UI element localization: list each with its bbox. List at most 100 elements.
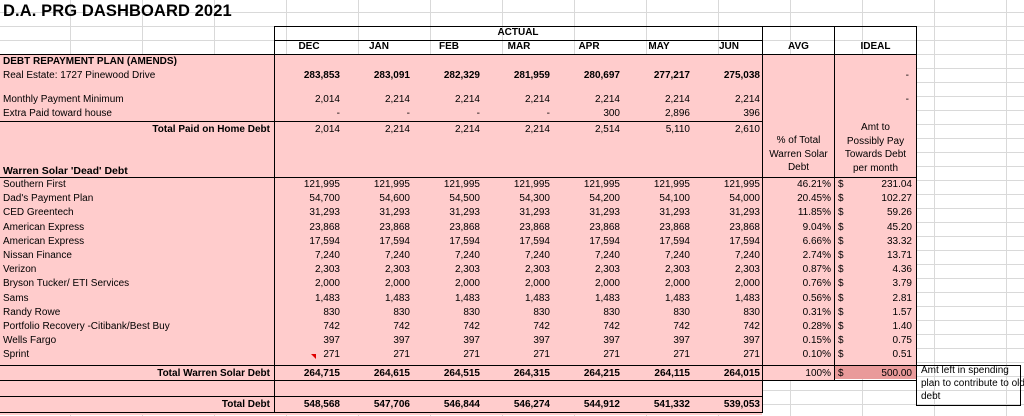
total-debt-value: 546,274: [513, 399, 550, 410]
warren-row-value: 23,868: [519, 221, 550, 233]
warren-row-value: 54,200: [589, 193, 620, 205]
ideal-note-line-3: Towards Debt: [844, 149, 907, 160]
border-left-avg: [762, 26, 763, 413]
warren-row-pct: 0.56%: [802, 292, 831, 304]
warren-row-dollar: $: [838, 349, 844, 361]
border-above-total-debt: [0, 396, 762, 397]
warren-row-value: 31,293: [379, 207, 410, 219]
warren-row-value: 7,240: [384, 250, 410, 261]
warren-row-label: Randy Rowe: [3, 306, 61, 318]
home-row-value: 2,896: [664, 108, 690, 119]
warren-row-value: 121,995: [583, 179, 620, 190]
border-under-headers: [0, 54, 916, 55]
warren-row-value: 23,868: [449, 221, 480, 233]
warren-row-label: Southern First: [3, 179, 66, 190]
home-row-value: 2,214: [594, 94, 620, 105]
warren-row-label: Portfolio Recovery -Citibank/Best Buy: [3, 321, 170, 332]
home-row-label: Monthly Payment Minimum: [3, 94, 124, 105]
home-total-value: 2,214: [454, 124, 480, 135]
home-row-value: 283,091: [373, 70, 410, 81]
warren-row-value: 31,293: [449, 207, 480, 219]
home-row-ideal: -: [905, 70, 909, 81]
warren-row-value: 830: [393, 306, 410, 318]
warren-row-value: 121,995: [443, 179, 480, 190]
border-left-ideal: [834, 26, 835, 381]
warren-row-dollar: $: [838, 278, 844, 290]
warren-total-value: 264,715: [303, 368, 340, 379]
warren-total-dollar: $: [838, 368, 844, 379]
ideal-column-note: Amt to Possibly Pay Towards Debt per mon…: [835, 121, 916, 175]
warren-row-value: 830: [673, 306, 690, 318]
warren-total-label: Total Warren Solar Debt: [157, 368, 270, 379]
border-under-section2-title: [0, 177, 916, 178]
warren-row-pct: 0.87%: [802, 264, 831, 276]
warren-row-value: 7,240: [314, 250, 340, 261]
border-note-top: [916, 365, 1020, 366]
warren-row-value: 23,868: [659, 221, 690, 233]
comment-indicator-icon[interactable]: [311, 354, 316, 359]
warren-row-value: 2,303: [454, 264, 480, 276]
border-above-warren-total: [0, 365, 1020, 366]
warren-row-ideal: 59.26: [886, 207, 912, 219]
home-row-value: -: [546, 108, 550, 119]
warren-row-value: 121,995: [373, 179, 410, 190]
border-under-warren-total: [0, 380, 916, 381]
ideal-column-fill: [835, 54, 916, 365]
warren-row-value: 742: [393, 321, 410, 332]
warren-row-value: 54,100: [659, 193, 690, 205]
warren-total-value: 264,515: [443, 368, 480, 379]
warren-row-value: 271: [673, 349, 690, 361]
warren-row-value: 2,000: [524, 278, 550, 290]
warren-row-ideal: 2.81: [892, 292, 912, 304]
warren-row-value: 742: [323, 321, 340, 332]
warren-row-pct: 0.76%: [802, 278, 831, 290]
warren-row-value: 7,240: [734, 250, 760, 261]
total-debt-label: Total Debt: [221, 399, 270, 410]
avg-column-fill: [763, 54, 834, 380]
warren-row-value: 121,995: [513, 179, 550, 190]
warren-row-label: Nissan Finance: [3, 250, 72, 261]
warren-row-value: 1,483: [664, 292, 690, 304]
month-header-feb: FEB: [439, 41, 459, 52]
warren-total-avg: 100%: [805, 368, 831, 379]
warren-total-value: 264,015: [723, 368, 760, 379]
border-left-actual: [274, 26, 275, 413]
warren-row-value: 31,293: [659, 207, 690, 219]
warren-row-value: 397: [463, 335, 480, 347]
warren-row-value: 271: [463, 349, 480, 361]
total-debt-value: 539,053: [723, 399, 760, 410]
warren-row-label: Wells Fargo: [3, 335, 57, 347]
section2-title: Warren Solar 'Dead' Debt: [3, 165, 128, 177]
warren-row-value: 271: [603, 349, 620, 361]
warren-row-dollar: $: [838, 250, 844, 261]
warren-row-value: 830: [743, 306, 760, 318]
home-total-value: 2,514: [594, 124, 620, 135]
home-row-value: 2,214: [524, 94, 550, 105]
warren-total-value: 264,215: [583, 368, 620, 379]
warren-row-value: 2,303: [594, 264, 620, 276]
avg-column-note: % of Total Warren Solar Debt: [763, 134, 834, 175]
home-total-value: 2,014: [314, 124, 340, 135]
warren-row-value: 7,240: [454, 250, 480, 261]
warren-row-value: 17,594: [379, 235, 410, 247]
home-total-value: 5,110: [665, 124, 690, 135]
warren-row-value: 17,594: [659, 235, 690, 247]
home-row-value: 283,853: [303, 70, 340, 81]
total-debt-value: 548,568: [303, 399, 340, 410]
border-top-actual: [274, 26, 916, 27]
warren-row-value: 54,300: [519, 193, 550, 205]
warren-row-value: 1,483: [454, 292, 480, 304]
home-row-value: 2,214: [664, 94, 690, 105]
warren-row-label: Bryson Tucker/ ETI Services: [3, 278, 130, 290]
warren-row-value: 397: [533, 335, 550, 347]
warren-row-value: 271: [743, 349, 760, 361]
home-total-value: 2,610: [734, 124, 760, 135]
main-table-fill: [0, 54, 762, 415]
warren-row-value: 54,000: [729, 193, 760, 205]
warren-row-value: 830: [323, 306, 340, 318]
section1-title: DEBT REPAYMENT PLAN (AMENDS): [3, 56, 177, 67]
warren-row-ideal: 102.27: [881, 193, 912, 205]
warren-total-value: 264,115: [654, 368, 690, 379]
home-total-value: 2,214: [524, 124, 550, 135]
warren-row-value: 1,483: [524, 292, 550, 304]
